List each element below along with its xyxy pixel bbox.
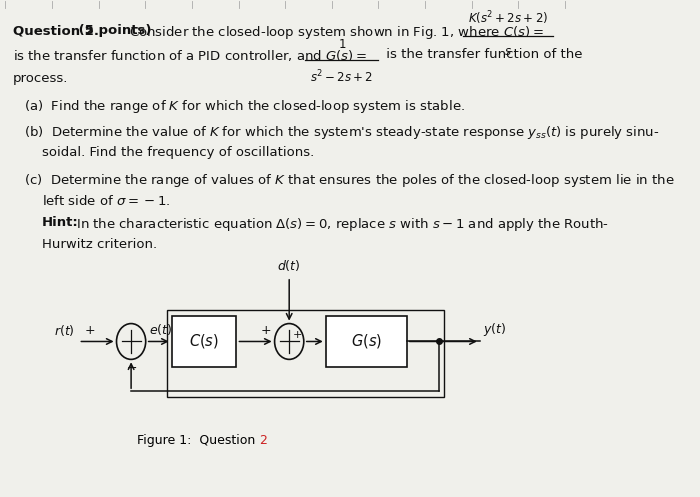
Text: Figure 1:  Question: Figure 1: Question [137,434,259,447]
Text: $K(s^2 + 2s + 2)$: $K(s^2 + 2s + 2)$ [468,9,548,27]
Text: Hurwitz criterion.: Hurwitz criterion. [42,238,157,251]
Text: Question 2.: Question 2. [13,24,99,37]
Text: $r(t)$: $r(t)$ [55,324,75,338]
Text: $s$: $s$ [504,45,512,58]
Text: 2: 2 [259,434,267,447]
FancyBboxPatch shape [326,316,407,367]
Text: $1$: $1$ [337,38,346,51]
Text: is the transfer function of the: is the transfer function of the [382,48,583,61]
Text: is the transfer function of a PID controller, and $G(s) =$: is the transfer function of a PID contro… [13,48,367,63]
Text: (b)  Determine the value of $K$ for which the system's steady-state response $y_: (b) Determine the value of $K$ for which… [24,124,659,141]
FancyBboxPatch shape [172,316,237,367]
Text: Hint:: Hint: [42,216,78,229]
Text: In the characteristic equation $\Delta(s) = 0$, replace $s$ with $s - 1$ and app: In the characteristic equation $\Delta(s… [72,216,609,233]
Text: $e(t)$: $e(t)$ [148,323,172,337]
Text: $d(t)$: $d(t)$ [277,258,301,273]
Text: $-$: $-$ [126,361,137,374]
Text: (a)  Find the range of $K$ for which the closed-loop system is stable.: (a) Find the range of $K$ for which the … [24,98,465,115]
Text: process.: process. [13,72,68,85]
Text: Consider the closed-loop system shown in Fig. 1, where $C(s) =$: Consider the closed-loop system shown in… [125,24,543,41]
Text: left side of $\sigma = -1$.: left side of $\sigma = -1$. [42,194,170,208]
Text: $s^2 - 2s + 2$: $s^2 - 2s + 2$ [310,69,373,85]
Text: $C(s)$: $C(s)$ [189,332,219,350]
Text: $+$: $+$ [293,329,302,340]
Text: $G(s)$: $G(s)$ [351,332,382,350]
Text: $+$: $+$ [84,325,95,337]
Text: soidal. Find the frequency of oscillations.: soidal. Find the frequency of oscillatio… [42,146,314,159]
Text: (5 points): (5 points) [74,24,152,37]
Text: $+$: $+$ [260,325,272,337]
Text: $y(t)$: $y(t)$ [483,322,506,338]
Text: (c)  Determine the range of values of $K$ that ensures the poles of the closed-l: (c) Determine the range of values of $K$… [24,172,675,189]
